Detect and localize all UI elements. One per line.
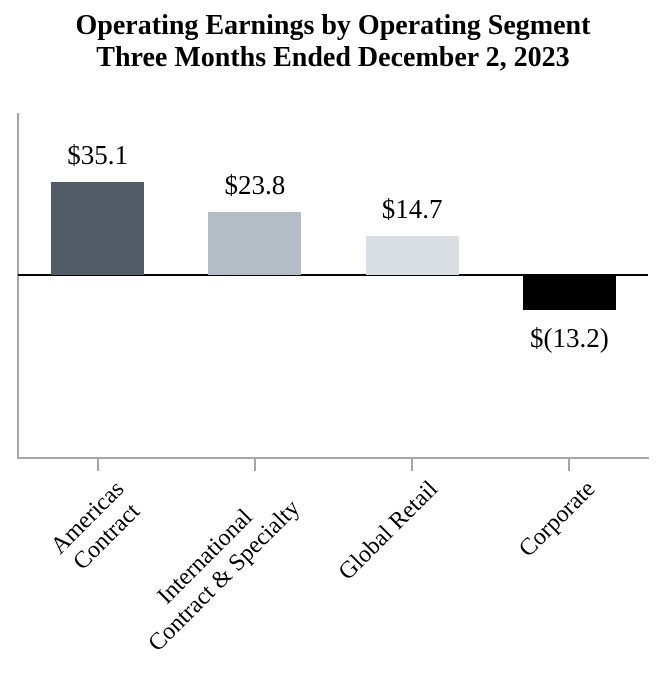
chart-subtitle: Three Months Ended December 2, 2023	[96, 42, 570, 73]
x-axis-tick-international-contract-specialty	[253, 457, 256, 471]
bar-international-contract-specialty	[208, 212, 302, 275]
category-label-global-retail: Global Retail	[334, 476, 444, 586]
zero-baseline	[18, 274, 648, 276]
y-axis-line	[17, 113, 19, 459]
category-label-international-contract-specialty: International Contract & Specialty	[143, 495, 306, 657]
value-label-americas-contract: $35.1	[67, 140, 128, 170]
x-axis-tick-corporate	[568, 457, 571, 471]
x-axis-tick-americas-contract	[96, 457, 99, 471]
bar-americas-contract	[51, 182, 145, 275]
x-axis-tick-global-retail	[411, 457, 414, 471]
bar-corporate	[522, 275, 616, 310]
category-label-corporate: Corporate	[514, 476, 601, 563]
value-label-international-contract-specialty: $23.8	[224, 170, 286, 200]
bar-global-retail	[365, 236, 459, 275]
value-label-corporate: $(13.2)	[530, 323, 609, 353]
x-axis-line	[17, 457, 649, 459]
chart-title: Operating Earnings by Operating Segment	[75, 10, 591, 41]
category-label-americas-contract: Americas Contract	[45, 476, 145, 576]
value-label-global-retail: $14.7	[381, 194, 443, 224]
chart-title-block: Operating Earnings by Operating Segment …	[0, 10, 666, 74]
